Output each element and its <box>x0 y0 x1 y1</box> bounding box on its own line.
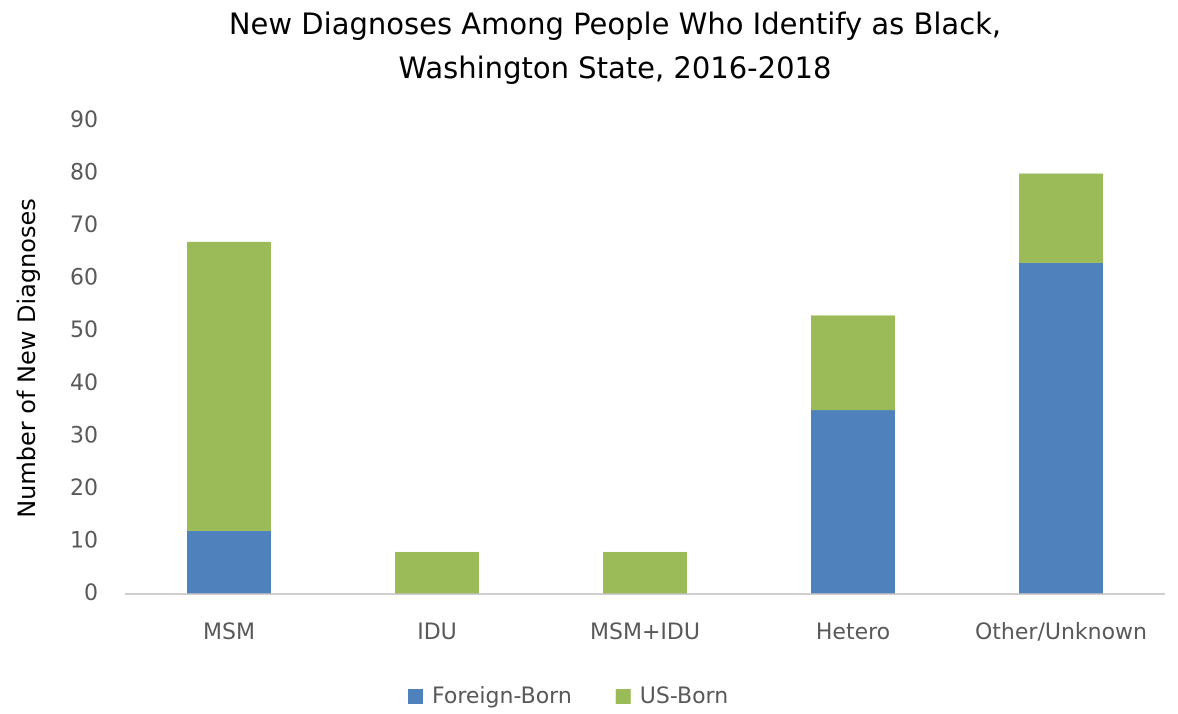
y-tick-label: 0 <box>84 581 98 606</box>
bar-segment <box>603 551 687 594</box>
y-tick-label: 90 <box>70 108 98 133</box>
legend-label: US-Born <box>640 684 728 709</box>
y-tick-label: 50 <box>70 318 98 343</box>
y-tick-label: 60 <box>70 266 98 291</box>
y-tick-label: 40 <box>70 371 98 396</box>
x-tick-label: IDU <box>417 620 457 645</box>
bar-segment <box>811 315 895 411</box>
y-tick-label: 70 <box>70 213 98 238</box>
bar-segment <box>187 241 271 531</box>
x-tick-label: Other/Unknown <box>975 620 1147 645</box>
bar-segment <box>1019 173 1103 263</box>
bar-segment <box>395 551 479 594</box>
y-tick-label: 10 <box>70 528 98 553</box>
y-tick-label: 80 <box>70 161 98 186</box>
y-axis-label: Number of New Diagnoses <box>13 198 41 518</box>
chart-title: New Diagnoses Among People Who Identify … <box>229 7 1001 41</box>
bar-segment <box>1019 262 1103 594</box>
y-tick-label: 20 <box>70 476 98 501</box>
x-tick-label: MSM+IDU <box>590 620 700 645</box>
legend-swatch <box>408 689 423 704</box>
legend-label: Foreign-Born <box>432 684 572 709</box>
x-tick-label: MSM <box>203 620 255 645</box>
x-tick-label: Hetero <box>816 620 890 645</box>
chart-title: Washington State, 2016-2018 <box>399 51 832 85</box>
bar-segment <box>811 410 895 594</box>
y-tick-label: 30 <box>70 423 98 448</box>
legend-swatch <box>615 689 631 704</box>
bar-segment <box>187 530 271 594</box>
